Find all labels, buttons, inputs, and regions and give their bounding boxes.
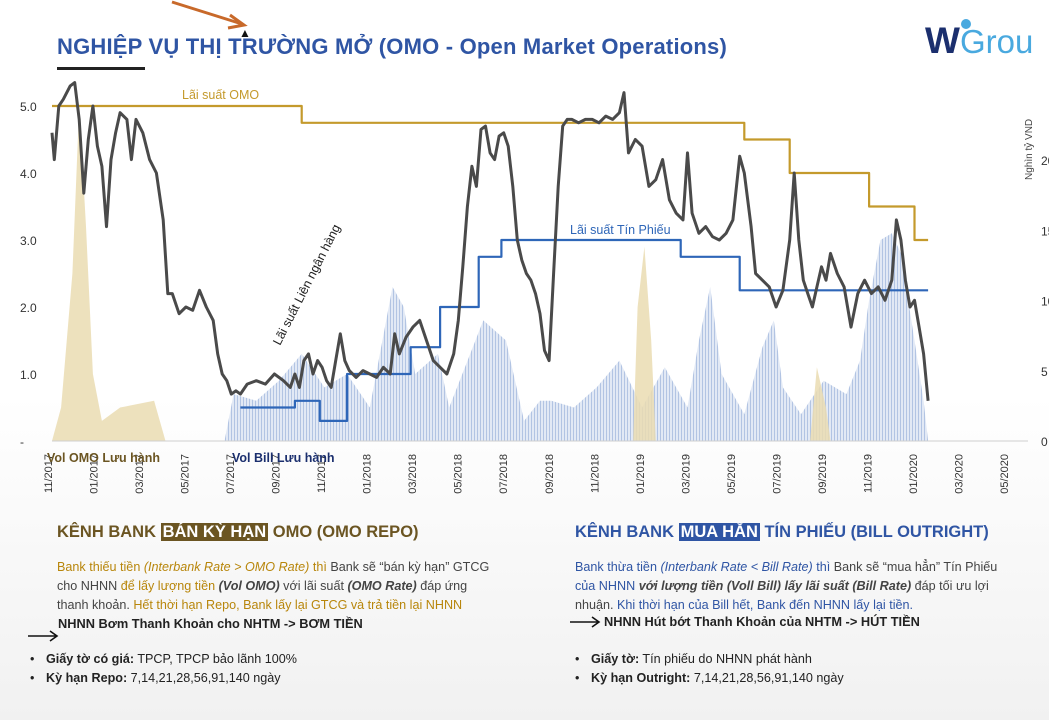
bill-paragraph-line-1: Bank thừa tiền (Interbank Rate < Bill Ra…	[575, 560, 998, 574]
right-axis-tick: 15	[1041, 224, 1049, 238]
omo-bullet-2: • Kỳ hạn Repo: 7,14,21,28,56,91,140 ngày	[30, 671, 281, 685]
bill-paragraph-line-2: của NHNN với lượng tiền (Voll Bill) lấy …	[575, 579, 989, 593]
left-axis-tick: 1.0	[20, 368, 37, 382]
x-tick-label: 01/2019	[635, 454, 647, 494]
title-underline	[57, 67, 145, 70]
left-axis-tick: 2.0	[20, 301, 37, 315]
omo-paragraph-line-3: thanh khoản. Hết thời hạn Repo, Bank lấy…	[57, 598, 463, 612]
x-tick-label: 11/2018	[589, 454, 601, 493]
bill-flow: NHNN Hút bớt Thanh Khoản của NHTM -> HÚT…	[604, 614, 920, 629]
right-axis-tick: 10	[1041, 295, 1049, 309]
mouse-cursor-icon: ▲	[239, 26, 251, 40]
axes: 5.0 4.0 3.0 2.0 1.0 - 20 15 10 5 0 Nghìn tỷ VND 11/2…	[20, 100, 1049, 494]
left-axis-tick: 5.0	[20, 100, 37, 114]
x-tick-label: 05/2018	[453, 454, 465, 494]
x-tick-label: 05/2020	[999, 454, 1011, 494]
left-axis-tick: 4.0	[20, 167, 37, 181]
logo: WGrou	[925, 19, 1034, 61]
bill-bullet-1: • Giấy tờ: Tín phiếu do NHNN phát hành	[575, 652, 812, 666]
x-tick-label: 07/2019	[771, 454, 783, 494]
series-line-2	[240, 238, 929, 422]
annotation-arrow-icon	[171, 0, 248, 30]
omo-flow: NHNN Bơm Thanh Khoản cho NHTM -> BƠM TIỀ…	[58, 616, 363, 631]
arrow-right-icon	[570, 616, 601, 628]
x-tick-label: 09/2019	[817, 454, 829, 494]
vol-bill-area	[224, 233, 929, 441]
x-tick-label: 11/2019	[862, 454, 874, 493]
left-axis-tick: -	[20, 435, 24, 449]
omo-bullet-1: • Giấy tờ có giá: TPCP, TPCP bảo lãnh 100…	[30, 652, 297, 666]
right-axis-tick: 5	[1041, 365, 1048, 379]
chart: 5.0 4.0 3.0 2.0 1.0 - 20 15 10 5 0 Nghìn tỷ VND 11/2…	[20, 81, 1049, 494]
x-tick-label: 03/2020	[954, 454, 966, 494]
bill-outright-title: KÊNH BANK MUA HẲN TÍN PHIẾU (BILL OUTRIG…	[575, 523, 989, 541]
x-tick-label: 07/2017	[225, 454, 237, 494]
x-tick-label: 01/2017	[89, 454, 101, 494]
x-tick-label: 09/2018	[544, 454, 556, 494]
x-tick-label: 03/2018	[407, 454, 419, 494]
x-tick-label: 05/2017	[180, 454, 192, 494]
series-lines	[50, 81, 930, 422]
omo-rate-label: Lãi suất OMO	[182, 88, 259, 102]
bill-bullet-2: • Kỳ hạn Outright: 7,14,21,28,56,91,140 n…	[575, 671, 844, 685]
vol-omo-area	[52, 106, 831, 441]
omo-repo-title: KÊNH BANK BÁN KỲ HẠN OMO (OMO REPO)	[57, 523, 419, 541]
page-title: NGHIỆP VỤ THỊ TRƯỜNG MỞ (OMO - Open Mark…	[57, 34, 728, 59]
interbank-rate-label: Lãi suất Liên ngân hàng	[270, 222, 343, 347]
series-line-1	[52, 104, 929, 242]
omo-paragraph-line-1: Bank thiếu tiền (Interbank Rate > OMO Ra…	[57, 560, 490, 574]
x-tick-label: 03/2017	[134, 454, 146, 494]
x-tick-label: 11/2017	[43, 454, 55, 493]
x-tick-label: 01/2018	[362, 454, 374, 494]
x-tick-label: 01/2020	[908, 454, 920, 494]
x-tick-label: 05/2019	[726, 454, 738, 494]
series-line-3	[50, 81, 930, 401]
bill-rate-label: Lãi suất Tín Phiếu	[570, 223, 671, 237]
left-axis-tick: 3.0	[20, 234, 37, 248]
vol-omo-label: Vol OMO Lưu hành	[47, 451, 160, 465]
x-tick-label: 09/2017	[271, 454, 283, 494]
x-tick-label: 03/2019	[680, 454, 692, 494]
omo-paragraph-line-2: cho NHNN để lấy lượng tiền (Vol OMO) với…	[57, 579, 468, 593]
right-axis-label: Nghìn tỷ VND	[1023, 119, 1035, 180]
arrow-right-icon	[28, 630, 59, 642]
right-axis-tick: 20	[1041, 154, 1049, 168]
x-tick-label: 11/2017	[316, 454, 328, 493]
x-tick-label: 07/2018	[498, 454, 510, 494]
right-axis-tick: 0	[1041, 435, 1048, 449]
bill-paragraph-line-3: nhuận. Khi thời hạn của Bill hết, Bank đ…	[575, 598, 913, 612]
volume-areas	[52, 106, 929, 441]
vol-bill-label: Vol Bill Lưu hành	[232, 451, 335, 465]
